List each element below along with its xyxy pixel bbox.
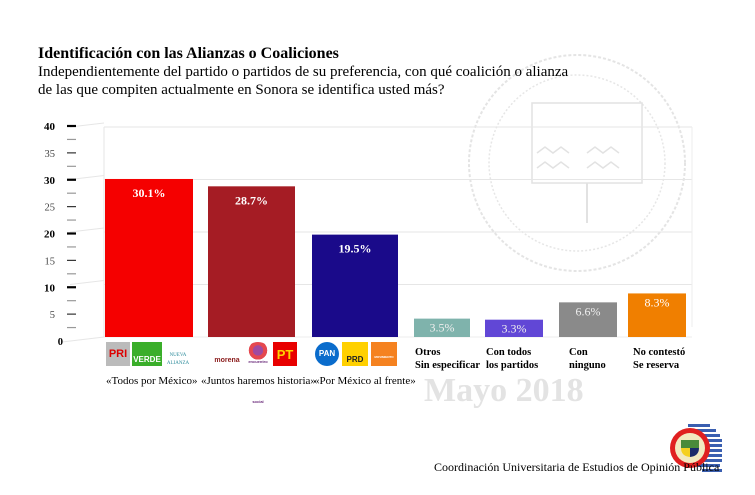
- y-tick-label: 35: [45, 149, 56, 160]
- category-label-line: Con todos: [486, 347, 532, 358]
- gridline-connector: [69, 280, 105, 285]
- category-label-line: Se reserva: [633, 360, 680, 371]
- footer-organization: Coordinación Universitaria de Estudios d…: [434, 460, 720, 474]
- bar-chart: 0 5 10 15 20 25 30 35 40 30.1% 28.7% 19.5% 3.5% 3.3% 6…: [44, 121, 693, 348]
- logos-por-mexico-al-frente: PAN PRD MOVIMIENTO CIUDADANO: [312, 341, 400, 367]
- category-label-line: No contestó: [633, 347, 686, 358]
- chart-question: Independientemente del partido o partido…: [38, 64, 569, 98]
- bar-value-label: 8.3%: [645, 295, 670, 309]
- category-label-line: Otros: [415, 347, 441, 358]
- category-label-line: Sin especificar: [415, 360, 481, 371]
- morena-logo-icon: morena: [214, 357, 240, 364]
- category-label-line: Con: [569, 347, 588, 358]
- category-label-no-contesto: No contestó Se reserva: [633, 346, 685, 372]
- pan-logo-icon: PAN: [315, 342, 339, 366]
- nueva-alianza-logo-icon: NUEVA ALIANZA: [166, 353, 190, 366]
- y-tick-label: 5: [50, 310, 55, 321]
- gridline-connector: [69, 227, 105, 233]
- bar-value-label: 3.3%: [502, 322, 527, 336]
- date-watermark: Mayo 2018: [424, 372, 584, 409]
- bar: [414, 318, 470, 337]
- bar-value-label: 6.6%: [576, 304, 601, 318]
- bar-value-label: 19.5%: [339, 242, 372, 256]
- pri-logo-icon: PRI: [106, 342, 130, 366]
- bar-value-label: 28.7%: [235, 193, 268, 207]
- logos-todos-por-mexico: PRI VERDE NUEVA ALIANZA: [105, 341, 193, 367]
- bar: [208, 186, 295, 337]
- prd-logo-icon: PRD: [342, 342, 368, 366]
- coalition-label-juntos-haremos-historia: «Juntos haremos historia»: [201, 375, 316, 387]
- y-tick-label: 0: [58, 337, 63, 348]
- y-tick-label: 40: [44, 121, 56, 133]
- category-label-con-todos: Con todos los partidos: [486, 346, 538, 372]
- background-seal-watermark: [462, 48, 692, 283]
- encuentro-social-logo-icon: encuentro social: [245, 342, 271, 404]
- y-tick-label: 15: [45, 256, 56, 267]
- category-label-con-ninguno: Con ninguno: [569, 346, 606, 372]
- y-tick-label: 20: [44, 229, 56, 241]
- coalition-label-por-mexico-al-frente: «Por México al frente»: [314, 375, 416, 387]
- category-label-otros: Otros Sin especificar: [415, 346, 480, 372]
- floor-edge: [61, 336, 105, 343]
- movimiento-ciudadano-logo-icon: MOVIMIENTO CIUDADANO: [371, 342, 397, 366]
- bar: [559, 302, 617, 337]
- chart-title: Identificación con las Alianzas o Coalic…: [38, 45, 339, 62]
- logos-juntos-haremos-historia: morena encuentro social PT: [208, 341, 300, 404]
- bar: [628, 293, 686, 337]
- category-label-line: los partidos: [486, 360, 539, 371]
- bar: [485, 319, 543, 337]
- bar: [105, 178, 193, 337]
- coalition-label-todos-por-mexico: «Todos por México»: [106, 375, 198, 387]
- y-tick-label: 25: [45, 203, 56, 214]
- bar-value-label: 30.1%: [133, 186, 166, 200]
- university-seal-logo: [668, 422, 726, 481]
- y-tick-label: 30: [44, 175, 56, 187]
- pt-logo-icon: PT: [273, 342, 297, 366]
- bar: [312, 234, 398, 337]
- category-label-line: ninguno: [569, 360, 606, 371]
- verde-logo-icon: VERDE: [132, 342, 162, 366]
- bar-value-label: 3.5%: [430, 321, 455, 335]
- y-tick-label: 10: [44, 282, 56, 294]
